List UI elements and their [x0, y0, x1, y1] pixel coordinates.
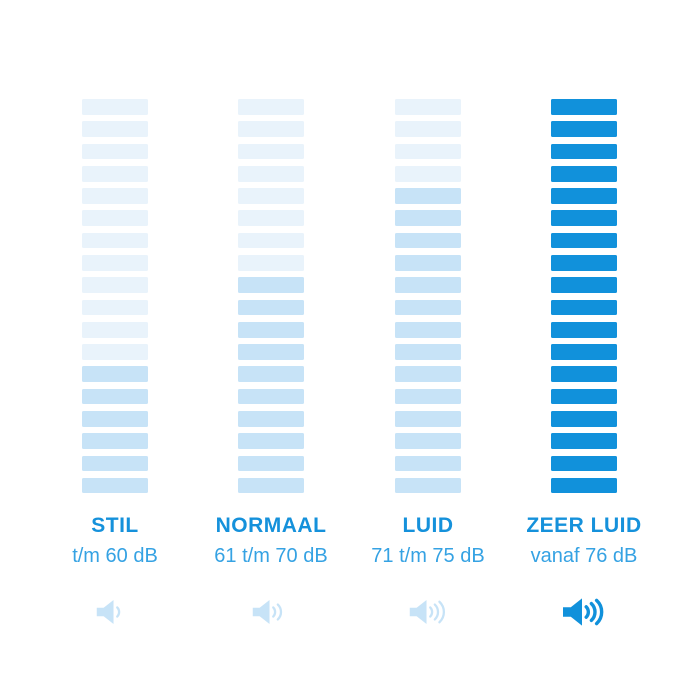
noise-column-luid: LUID 71 t/m 75 dB: [353, 0, 503, 700]
meter-segment: [82, 121, 148, 137]
speaker-volume-1-icon: [40, 593, 190, 631]
meter-segment: [395, 99, 461, 115]
meter-segment: [395, 121, 461, 137]
meter-segment: [82, 254, 148, 271]
meter-segment: [395, 143, 461, 160]
category-label: STIL: [91, 514, 139, 537]
meter-segment: [238, 121, 304, 137]
meter-segment: [395, 366, 461, 383]
meter-segment: [551, 321, 617, 338]
db-range-label: 61 t/m 70 dB: [214, 545, 328, 567]
meter-segment: [395, 210, 461, 227]
meter-segment: [82, 388, 148, 405]
db-range-label: vanaf 76 dB: [530, 545, 638, 567]
meter-segment: [395, 299, 461, 316]
meter-segment: [82, 232, 148, 249]
meter-segment: [395, 344, 461, 360]
meter-segment: [551, 455, 617, 472]
meter-segment: [551, 143, 617, 160]
meter-segment: [551, 121, 617, 137]
meter-segment: [395, 321, 461, 338]
meter-segment: [551, 210, 617, 227]
level-meter: [238, 99, 304, 500]
speaker-volume-max-icon: [509, 593, 659, 631]
meter-segment: [82, 188, 148, 204]
meter-segment: [551, 344, 617, 360]
meter-segment: [82, 299, 148, 316]
meter-segment: [238, 477, 304, 494]
meter-segment: [551, 232, 617, 249]
meter-segment: [238, 410, 304, 427]
meter-segment: [238, 165, 304, 182]
meter-segment: [238, 388, 304, 405]
meter-segment: [551, 410, 617, 427]
meter-segment: [551, 277, 617, 293]
noise-column-normaal: NORMAAL 61 t/m 70 dB: [196, 0, 346, 700]
noise-column-stil: STIL t/m 60 dB: [40, 0, 190, 700]
meter-segment: [238, 99, 304, 115]
meter-segment: [395, 433, 461, 449]
db-range-label: t/m 60 dB: [72, 545, 158, 567]
meter-segment: [82, 433, 148, 449]
level-meter: [82, 99, 148, 500]
meter-segment: [551, 433, 617, 449]
meter-segment: [551, 188, 617, 204]
meter-segment: [82, 143, 148, 160]
meter-segment: [551, 165, 617, 182]
meter-segment: [82, 277, 148, 293]
meter-segment: [395, 388, 461, 405]
meter-segment: [551, 388, 617, 405]
meter-segment: [238, 433, 304, 449]
noise-column-zeer-luid: ZEER LUID vanaf 76 dB: [509, 0, 659, 700]
meter-segment: [238, 188, 304, 204]
meter-segment: [395, 165, 461, 182]
meter-segment: [238, 210, 304, 227]
level-meter: [395, 99, 461, 500]
meter-segment: [395, 277, 461, 293]
speaker-volume-3-icon: [353, 593, 503, 631]
meter-segment: [238, 299, 304, 316]
meter-segment: [238, 344, 304, 360]
meter-segment: [82, 477, 148, 494]
meter-segment: [238, 254, 304, 271]
meter-segment: [551, 299, 617, 316]
meter-segment: [82, 99, 148, 115]
meter-segment: [82, 366, 148, 383]
meter-segment: [551, 477, 617, 494]
meter-segment: [395, 254, 461, 271]
meter-segment: [395, 455, 461, 472]
level-meter: [551, 99, 617, 500]
category-label: ZEER LUID: [526, 514, 642, 537]
meter-segment: [395, 188, 461, 204]
category-label: NORMAAL: [215, 514, 327, 537]
meter-segment: [551, 366, 617, 383]
meter-segment: [395, 410, 461, 427]
meter-segment: [395, 477, 461, 494]
db-range-label: 71 t/m 75 dB: [371, 545, 485, 567]
meter-segment: [238, 277, 304, 293]
meter-segment: [82, 165, 148, 182]
meter-segment: [238, 143, 304, 160]
meter-segment: [82, 210, 148, 227]
meter-segment: [238, 366, 304, 383]
meter-segment: [82, 321, 148, 338]
category-label: LUID: [402, 514, 454, 537]
meter-segment: [238, 455, 304, 472]
meter-segment: [395, 232, 461, 249]
meter-segment: [238, 232, 304, 249]
meter-segment: [82, 455, 148, 472]
speaker-volume-2-icon: [196, 593, 346, 631]
meter-segment: [82, 410, 148, 427]
meter-segment: [82, 344, 148, 360]
meter-segment: [551, 254, 617, 271]
meter-segment: [238, 321, 304, 338]
meter-segment: [551, 99, 617, 115]
